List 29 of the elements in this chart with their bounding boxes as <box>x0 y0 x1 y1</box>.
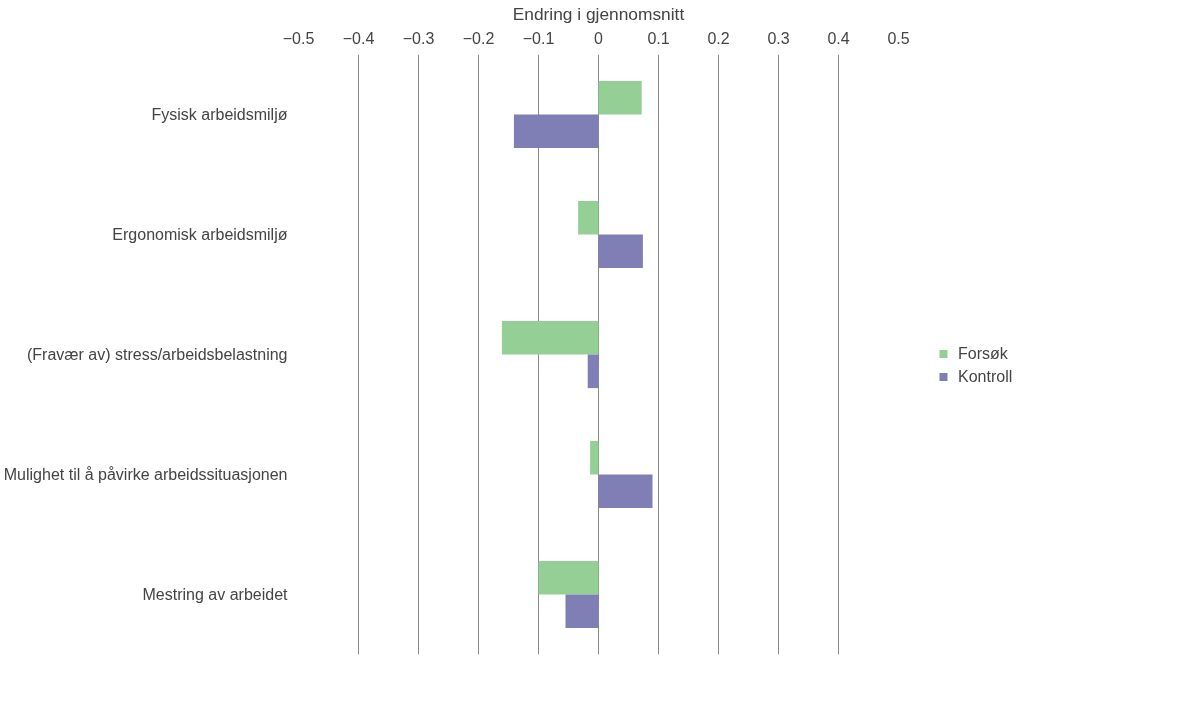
bar <box>598 234 643 269</box>
bar <box>598 80 642 115</box>
bar <box>598 474 653 509</box>
bar <box>513 114 599 149</box>
x-tick-label: −0.1 <box>522 29 555 47</box>
bar <box>590 440 599 475</box>
x-tick-label: 0.3 <box>767 29 790 47</box>
y-tick-label: Fysisk arbeidsmiljø <box>151 106 288 123</box>
x-tick-label: 0.2 <box>707 29 730 47</box>
legend-label: Kontroll <box>958 367 1013 385</box>
bar <box>501 320 599 355</box>
bar <box>538 560 599 595</box>
x-tick-label: −0.4 <box>342 29 375 47</box>
x-tick-label: 0.4 <box>827 29 850 47</box>
legend-label: Forsøk <box>958 344 1008 362</box>
x-tick-label: −0.5 <box>282 29 315 47</box>
y-tick-label: Ergonomisk arbeidsmiljø <box>112 226 288 243</box>
bar <box>578 200 599 235</box>
y-tick-label: (Fravær av) stress/arbeidsbelastning <box>26 346 288 363</box>
x-axis-title: Endring i gjennomsnitt <box>512 3 685 24</box>
bar <box>587 354 599 389</box>
x-tick-label: 0.5 <box>887 29 910 47</box>
y-tick-label: Mulighet til å påvirke arbeidssituasjonen <box>3 466 288 483</box>
x-tick-label: 0 <box>594 29 604 47</box>
x-tick-label: −0.2 <box>462 29 495 47</box>
y-tick-label: Mestring av arbeidet <box>142 586 289 603</box>
x-tick-label: 0.1 <box>647 29 670 47</box>
bar <box>565 594 599 629</box>
x-tick-label: −0.3 <box>402 29 435 47</box>
